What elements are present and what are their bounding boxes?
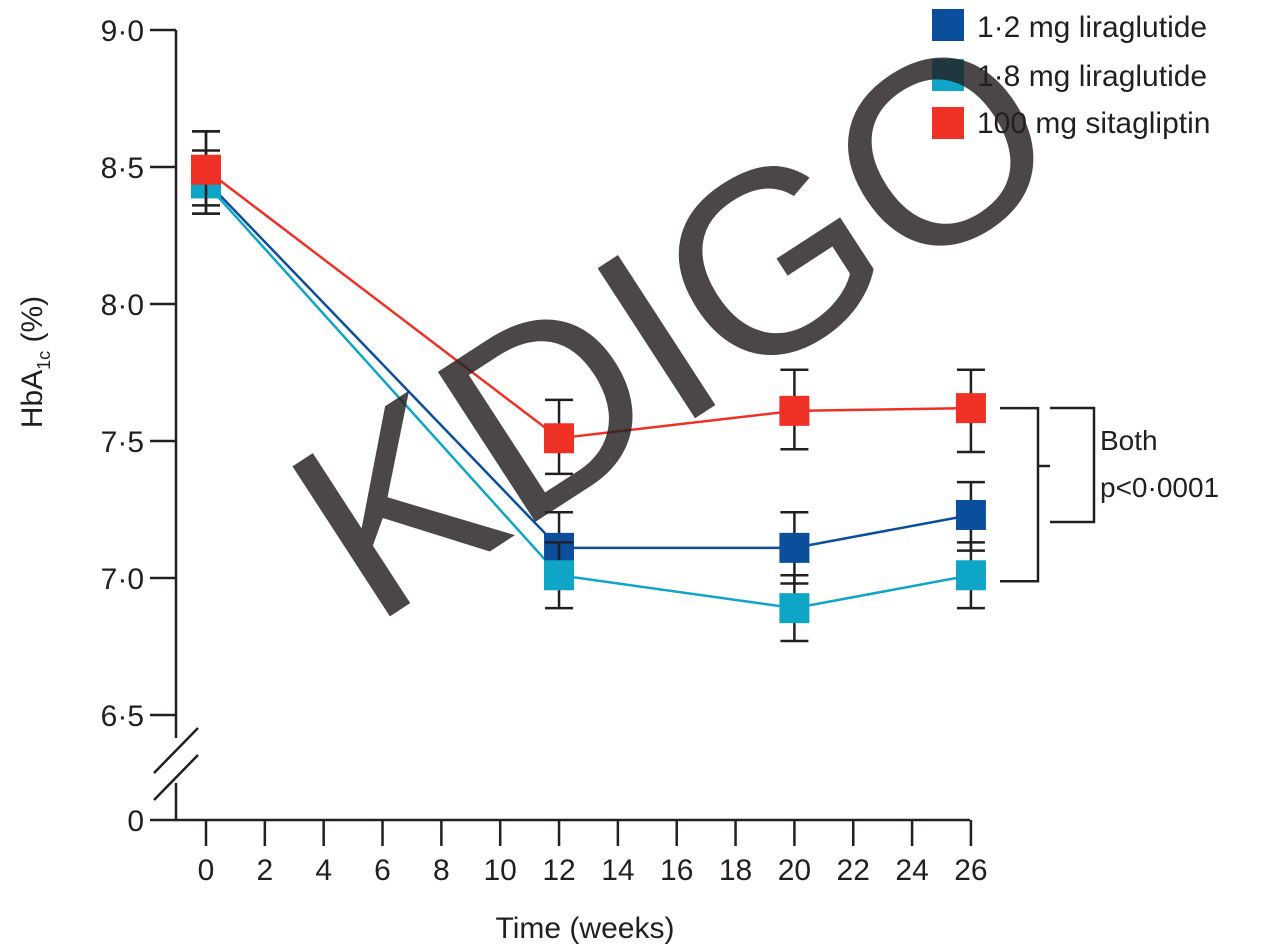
x-tick-label: 20 [778, 854, 811, 887]
data-point-marker [779, 395, 810, 426]
x-axis-title: Time (weeks) [496, 912, 675, 945]
significance-annotation: Both p<0·0001 [1000, 406, 1219, 583]
x-tick-label: 8 [433, 854, 450, 887]
x-tick-label: 14 [601, 854, 634, 887]
x-tick-label: 24 [895, 854, 928, 887]
x-tick-label: 6 [374, 854, 391, 887]
y-tick-label: 8·0 [101, 289, 144, 322]
legend: 1·2 mg liraglutide 1·8 mg liraglutide 10… [932, 9, 1210, 140]
data-point-marker [955, 393, 986, 424]
data-point-marker [191, 154, 221, 185]
data-point-marker [544, 560, 575, 591]
legend-label-sitagliptin: 100 mg sitagliptin [977, 107, 1210, 140]
bracket-inner [1050, 406, 1096, 524]
series-line [205, 179, 972, 550]
annotation-line-2: p<0·0001 [1100, 472, 1219, 503]
x-tick-label: 4 [315, 854, 332, 887]
series-line [205, 182, 972, 610]
axis-break-mark-2 [153, 754, 199, 801]
x-tick-label: 0 [198, 854, 215, 887]
y-tick-label-zero: 0 [127, 805, 144, 838]
legend-label-1-2mg: 1·2 mg liraglutide [977, 11, 1207, 44]
x-tick-label: 26 [954, 854, 987, 887]
series-line [205, 168, 971, 440]
legend-label-1-8mg: 1·8 mg liraglutide [977, 60, 1207, 93]
legend-swatch-1-2mg [932, 9, 964, 41]
series-2 [205, 182, 972, 610]
series-1 [205, 179, 972, 550]
data-point-marker [955, 499, 986, 530]
x-tick-label: 18 [719, 854, 752, 887]
data-point-marker [779, 593, 810, 624]
y-tick-label: 6·5 [101, 700, 144, 733]
data-point-marker [955, 560, 986, 591]
series-3 [205, 168, 971, 440]
y-tick-label: 9·0 [101, 15, 144, 48]
x-tick-label: 2 [256, 854, 273, 887]
x-tick-label: 10 [484, 854, 517, 887]
axes: 6·57·07·58·08·59·000 2 4 6 8 10 12 14 16 18 20 22 24… [101, 15, 988, 887]
y-axis-title-sub: 1c [34, 351, 54, 370]
x-tick-label: 22 [837, 854, 870, 887]
data-point-marker [779, 532, 810, 563]
x-tick-label: 16 [660, 854, 693, 887]
y-axis-title-unit: (%) [16, 296, 49, 351]
axis-break-mark-1 [153, 727, 199, 774]
y-axis-title: HbA1c (%) [16, 296, 54, 428]
bracket-outer [1000, 406, 1040, 583]
y-tick-label: 7·0 [101, 563, 144, 596]
data-point-marker [544, 423, 575, 454]
series-3-markers [191, 130, 986, 476]
y-axis-title-main: HbA [16, 370, 49, 428]
x-tick-label: 12 [542, 854, 575, 887]
annotation-line-1: Both [1100, 425, 1158, 456]
legend-swatch-1-8mg [932, 59, 964, 91]
y-tick-label: 7·5 [101, 426, 144, 459]
y-tick-label: 8·5 [101, 152, 144, 185]
legend-swatch-sitagliptin [932, 107, 964, 139]
series-layer [191, 130, 986, 643]
